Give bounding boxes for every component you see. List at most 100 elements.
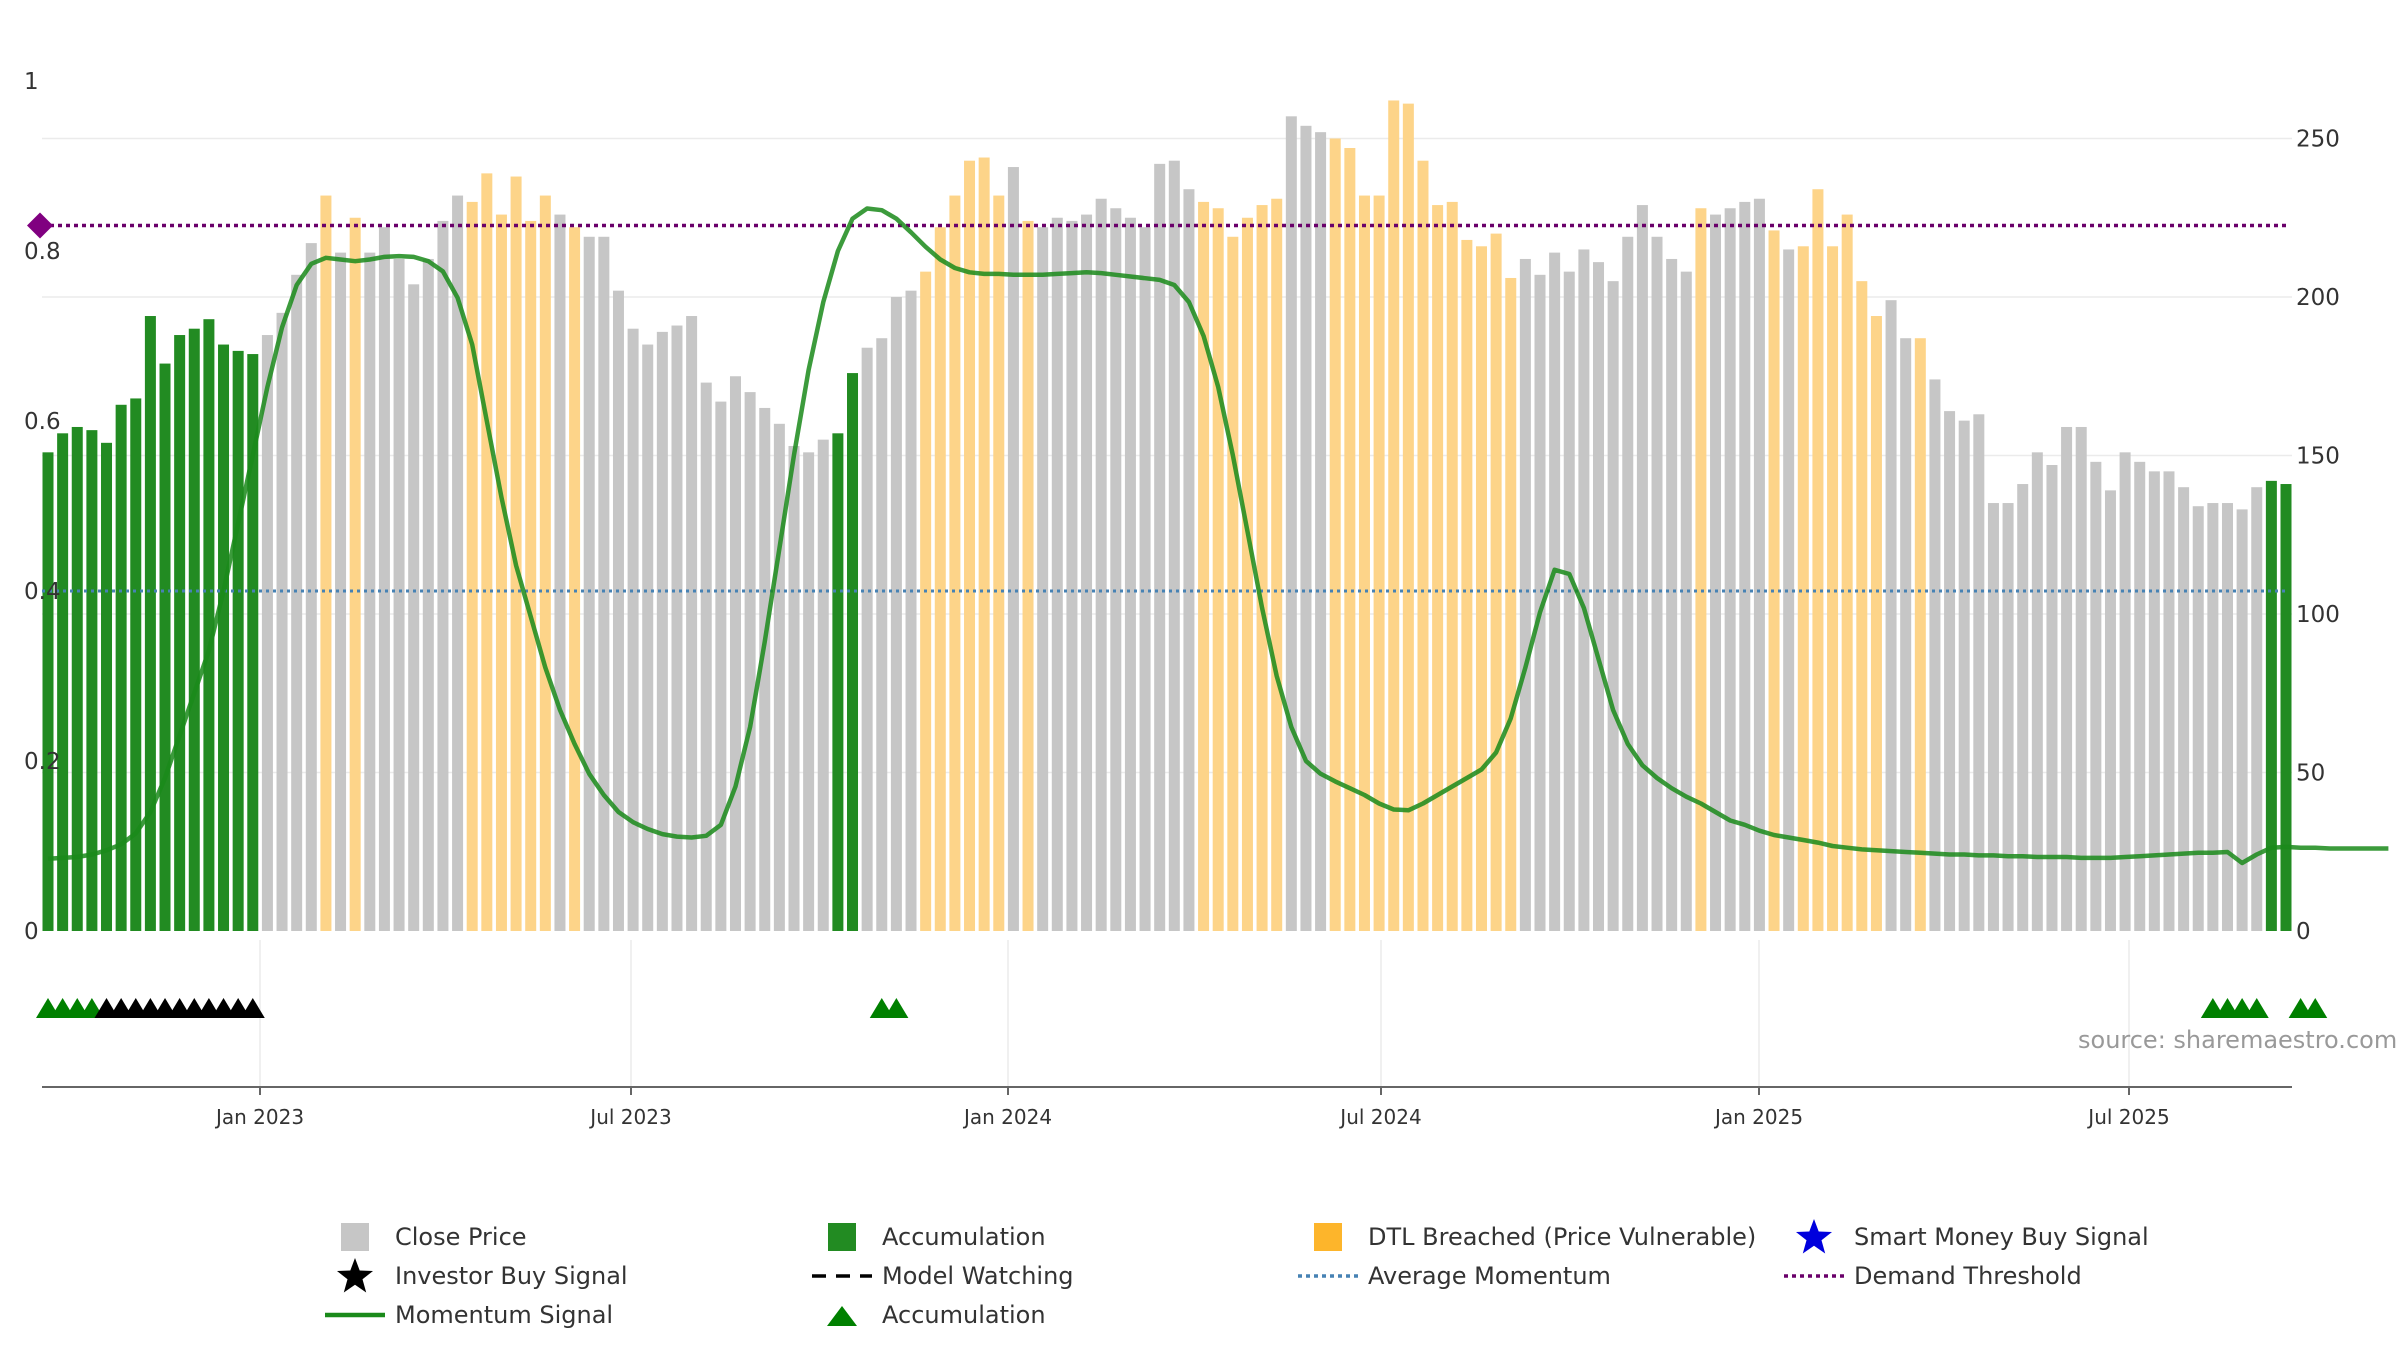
price-bar xyxy=(2148,471,2160,931)
price-bar xyxy=(978,157,990,931)
price-bar xyxy=(466,201,478,931)
price-bar xyxy=(1607,281,1619,931)
x-tick-label: Jul 2024 xyxy=(1338,1105,1421,1129)
axes: Jan 2023 Jul 2023 Jan 2024 Jul 2024 Jan 2025… xyxy=(24,69,2340,1129)
price-bar xyxy=(2031,452,2043,931)
right-tick-label: 200 xyxy=(2296,285,2340,311)
price-bar xyxy=(964,160,976,931)
price-bar xyxy=(101,442,113,931)
price-bar xyxy=(1446,201,1458,931)
price-bar xyxy=(1812,189,1824,932)
price-bar xyxy=(1329,138,1341,931)
price-bar xyxy=(408,284,420,931)
price-bar xyxy=(305,243,317,932)
price-bar xyxy=(130,398,142,931)
price-bar xyxy=(159,363,171,931)
price-bar xyxy=(2061,426,2073,931)
price-bar xyxy=(671,325,683,931)
right-tick-label: 0 xyxy=(2296,919,2311,945)
price-bar xyxy=(612,290,624,931)
price-bar xyxy=(1563,271,1575,931)
price-bar xyxy=(861,347,873,932)
price-bar xyxy=(759,407,771,931)
x-tick-label: Jan 2025 xyxy=(1713,1105,1803,1129)
price-bar xyxy=(452,195,464,931)
price-bar xyxy=(598,236,610,931)
price-bar xyxy=(744,392,756,932)
price-bar xyxy=(1461,239,1473,931)
price-bar xyxy=(42,452,54,931)
price-bar xyxy=(788,445,800,931)
price-bar xyxy=(1388,100,1400,931)
price-bar xyxy=(2265,480,2277,931)
price-bar xyxy=(2104,490,2116,931)
price-bar xyxy=(583,236,595,931)
price-bar xyxy=(817,439,829,931)
price-bar xyxy=(71,426,83,931)
price-bar xyxy=(993,195,1005,931)
price-bar xyxy=(729,376,741,931)
price-bar xyxy=(1227,236,1239,931)
price-bar xyxy=(349,217,361,931)
price-bar xyxy=(1241,217,1253,931)
investor-buy-triangle xyxy=(240,998,265,1018)
price-bar xyxy=(1022,220,1034,932)
reference-lines xyxy=(27,212,2286,593)
momentum-line xyxy=(47,206,2389,866)
price-bar xyxy=(510,176,522,932)
price-bar xyxy=(188,328,200,931)
price-bar xyxy=(1914,338,1926,932)
price-bar xyxy=(1651,236,1663,931)
price-bar xyxy=(539,195,551,931)
left-tick-label: 0.4 xyxy=(24,579,61,605)
price-bar xyxy=(1007,167,1019,931)
price-bar xyxy=(1344,148,1356,931)
price-bar xyxy=(1285,116,1297,931)
right-tick-label: 150 xyxy=(2296,444,2340,470)
price-bar xyxy=(2090,461,2102,931)
price-bar xyxy=(1987,503,1999,931)
right-tick-label: 250 xyxy=(2296,127,2340,153)
price-bar xyxy=(1168,160,1180,931)
price-bar xyxy=(642,344,654,931)
price-bar xyxy=(1710,214,1722,931)
left-tick-label: 1 xyxy=(24,69,39,95)
price-bar xyxy=(2221,503,2233,931)
price-bar xyxy=(1885,300,1897,931)
left-tick-label: 0.8 xyxy=(24,239,61,265)
price-bar xyxy=(2017,484,2029,931)
price-bar xyxy=(203,319,215,931)
x-tick-label: Jul 2023 xyxy=(588,1105,671,1129)
price-bars xyxy=(42,100,2292,932)
price-bar xyxy=(1695,208,1707,932)
price-bar xyxy=(247,354,259,931)
right-tick-label: 100 xyxy=(2296,602,2340,628)
price-bar xyxy=(481,173,493,931)
momentum-signal-line xyxy=(47,206,2389,866)
price-bar xyxy=(2280,484,2292,931)
price-bar xyxy=(1417,160,1429,931)
price-bar xyxy=(2075,426,2087,931)
price-bar xyxy=(1666,258,1678,932)
price-bar xyxy=(2192,506,2204,931)
price-bar xyxy=(949,195,961,931)
price-bar xyxy=(261,335,273,931)
price-bar xyxy=(1519,258,1531,932)
price-bar xyxy=(437,220,449,932)
price-bar xyxy=(1593,262,1605,931)
price-bar xyxy=(905,290,917,931)
price-bar xyxy=(422,258,434,932)
price-bar xyxy=(700,382,712,932)
price-bar xyxy=(2046,465,2058,931)
price-bar xyxy=(218,344,230,931)
price-bar xyxy=(364,252,376,931)
price-bar xyxy=(495,214,507,931)
price-bar xyxy=(1739,201,1751,931)
price-bar xyxy=(1358,195,1370,931)
price-bar xyxy=(890,297,902,931)
price-bar xyxy=(1958,420,1970,931)
price-bar xyxy=(291,274,303,931)
price-bar xyxy=(57,433,69,931)
price-bar xyxy=(1154,163,1166,932)
